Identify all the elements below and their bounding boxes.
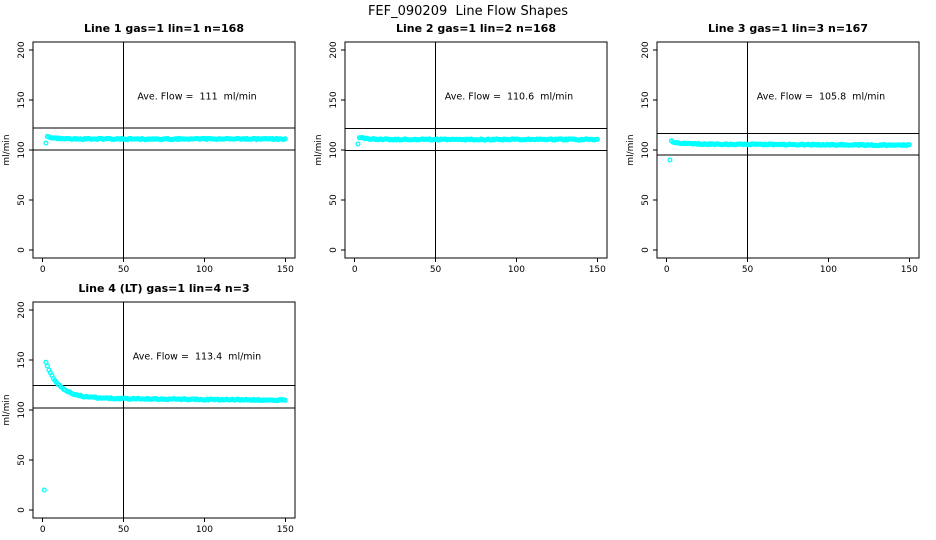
subplot-line3: 0 50 100 150 0 50 100 150 200 ml/min Line 3 gas=1… — [624, 20, 936, 282]
plot-title: Line 4 (LT) gas=1 lin=4 n=3 — [78, 282, 250, 295]
y-tick-label: 100 — [17, 401, 27, 418]
data-point — [667, 157, 673, 163]
x-tick-label: 100 — [820, 265, 837, 275]
y-tick-label: 200 — [329, 41, 339, 58]
plot-title: Line 1 gas=1 lin=1 n=168 — [83, 22, 244, 35]
x-tick-label: 100 — [196, 265, 213, 275]
subplot-line4: 0 50 100 150 0 50 100 150 200 ml/min Line 4 (LT) … — [0, 280, 312, 540]
data-point — [906, 142, 912, 148]
y-tick-label: 100 — [641, 141, 651, 158]
plot-canvas-0: 0 50 100 150 0 50 100 150 200 ml/min — [2, 41, 296, 275]
y-tick-label: 50 — [329, 194, 339, 206]
x-tick-label: 50 — [118, 265, 130, 275]
x-tick-label: 0 — [664, 265, 670, 275]
y-axis-label: ml/min — [2, 134, 12, 165]
y-tick-label: 200 — [17, 41, 27, 58]
y-tick-label: 100 — [17, 141, 27, 158]
y-tick-label: 150 — [641, 91, 651, 108]
data-point — [41, 487, 47, 493]
x-tick-label: 0 — [40, 525, 46, 535]
x-tick-label: 150 — [589, 265, 606, 275]
plot-canvas-2: 0 50 100 150 0 50 100 150 200 ml/min — [626, 41, 920, 275]
plot-box — [656, 41, 920, 259]
x-tick-label: 0 — [352, 265, 358, 275]
subplot-line1: 0 50 100 150 0 50 100 150 200 ml/min Line 1 gas=1… — [0, 20, 312, 282]
y-axis-label: ml/min — [626, 134, 636, 165]
y-tick-label: 50 — [17, 194, 27, 206]
x-tick-label: 150 — [277, 265, 294, 275]
data-point — [355, 141, 361, 147]
figure-title: FEF_090209 Line Flow Shapes — [367, 4, 569, 19]
plot-title: Line 2 gas=1 lin=2 n=168 — [395, 22, 556, 35]
plot-title: Line 3 gas=1 lin=3 n=167 — [707, 22, 868, 35]
plot-box — [32, 301, 296, 519]
x-tick-label: 150 — [277, 525, 294, 535]
y-tick-label: 150 — [17, 351, 27, 368]
data-point — [43, 140, 49, 146]
y-tick-label: 0 — [17, 247, 27, 253]
y-tick-label: 0 — [641, 247, 651, 253]
x-tick-label: 50 — [742, 265, 754, 275]
y-tick-label: 200 — [641, 41, 651, 58]
x-tick-label: 100 — [196, 525, 213, 535]
x-tick-label: 50 — [430, 265, 442, 275]
y-tick-label: 100 — [329, 141, 339, 158]
data-point — [282, 136, 288, 142]
ave-flow-annotation: Ave. Flow = 111 ml/min — [137, 91, 257, 103]
ave-flow-annotation: Ave. Flow = 113.4 ml/min — [132, 351, 262, 363]
x-tick-label: 50 — [118, 525, 130, 535]
x-tick-label: 100 — [508, 265, 525, 275]
ave-flow-annotation: Ave. Flow = 105.8 ml/min — [756, 91, 886, 103]
x-tick-label: 150 — [901, 265, 918, 275]
y-axis-label: ml/min — [314, 134, 324, 165]
y-tick-label: 150 — [17, 91, 27, 108]
y-tick-label: 150 — [329, 91, 339, 108]
data-point — [594, 136, 600, 142]
ave-flow-annotation: Ave. Flow = 110.6 ml/min — [444, 91, 574, 103]
plot-canvas-3: 0 50 100 150 0 50 100 150 200 ml/min — [2, 301, 296, 535]
x-tick-label: 0 — [40, 265, 46, 275]
y-tick-label: 50 — [17, 454, 27, 466]
data-point — [282, 397, 288, 403]
subplot-line2: 0 50 100 150 0 50 100 150 200 ml/min Line 2 gas=1… — [312, 20, 624, 282]
plot-canvas-1: 0 50 100 150 0 50 100 150 200 ml/min — [314, 41, 608, 275]
y-tick-label: 0 — [17, 507, 27, 513]
y-tick-label: 50 — [641, 194, 651, 206]
y-tick-label: 200 — [17, 301, 27, 318]
y-tick-label: 0 — [329, 247, 339, 253]
data-point — [44, 363, 50, 369]
y-axis-label: ml/min — [2, 394, 12, 425]
